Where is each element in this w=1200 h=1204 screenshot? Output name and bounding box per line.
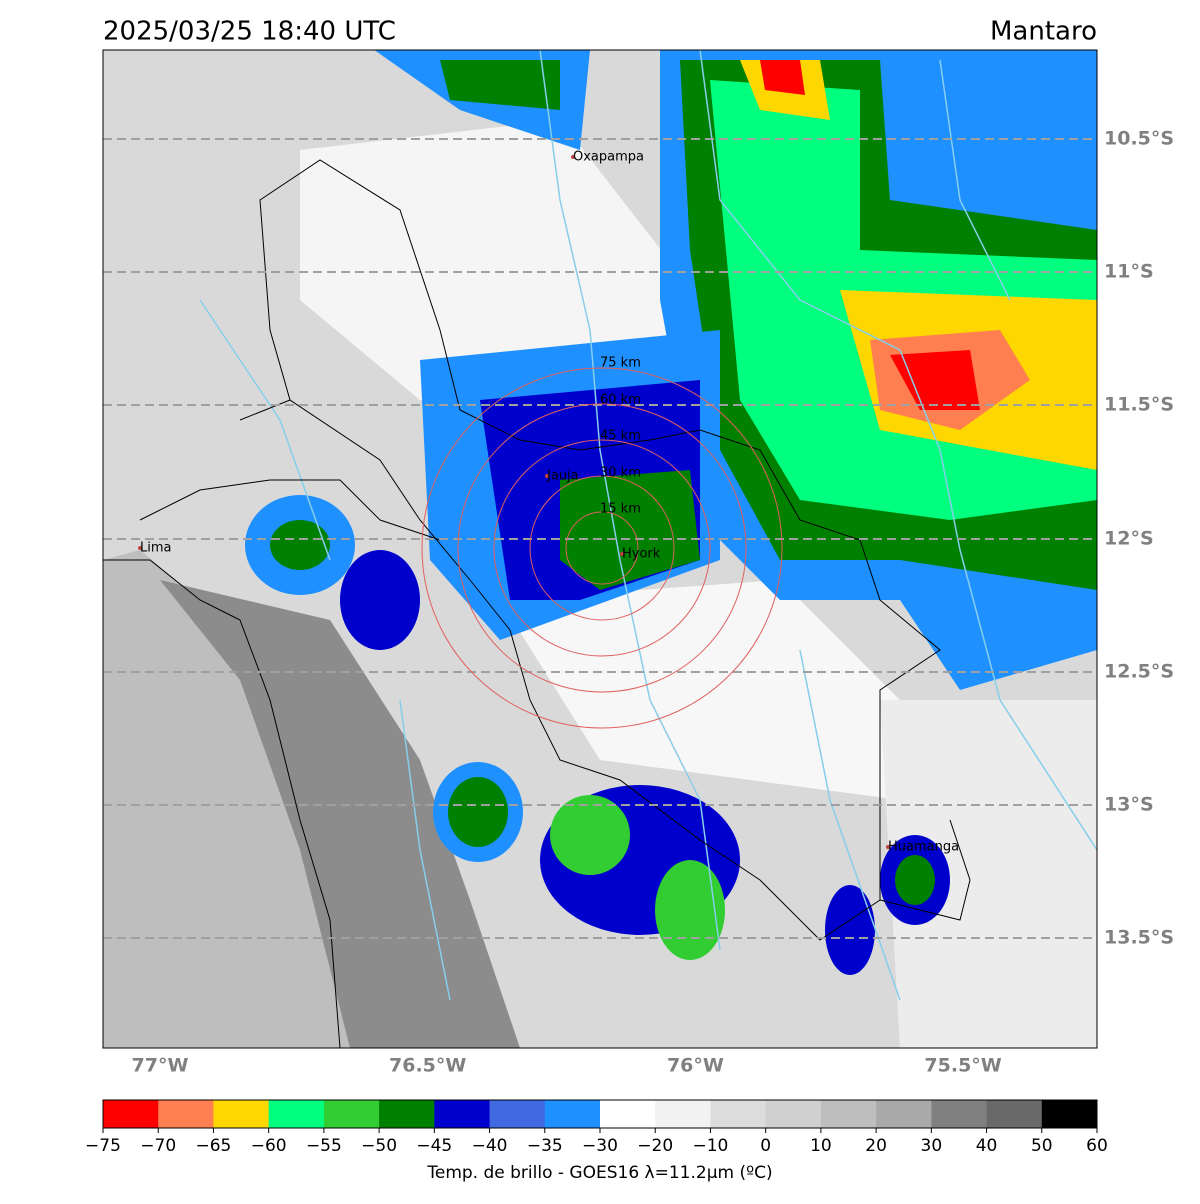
ring-label: 75 km	[600, 356, 641, 371]
colorbar-segment	[213, 1100, 270, 1128]
satellite-image	[103, 50, 1097, 1048]
lat-label: 12°S	[1104, 528, 1154, 550]
ring-label: 45 km	[600, 429, 641, 444]
colorbar-segment	[765, 1100, 822, 1128]
colorbar-segment	[876, 1100, 932, 1128]
colorbar-segment	[544, 1100, 601, 1128]
lat-label: 10.5°S	[1104, 128, 1174, 150]
colorbar-segment	[820, 1100, 877, 1128]
colorbar-tick-label: −10	[692, 1136, 728, 1156]
map-frame	[102, 49, 1098, 1049]
lat-label: 11.5°S	[1104, 394, 1174, 416]
colorbar-tick-label: −70	[140, 1136, 176, 1156]
lon-label: 76.5°W	[389, 1055, 466, 1077]
colorbar-tick-label: −35	[527, 1136, 563, 1156]
colorbar-tick-label: −40	[472, 1136, 508, 1156]
city-label: Oxapampa	[573, 150, 644, 165]
colorbar-segment	[158, 1100, 214, 1128]
colorbar-segment	[434, 1100, 491, 1128]
colorbar-tick-label: −65	[195, 1136, 231, 1156]
colorbar-segment	[1041, 1100, 1098, 1128]
colorbar-segment	[931, 1100, 988, 1128]
colorbar-tick-label: −50	[361, 1136, 397, 1156]
colorbar-segment	[103, 1100, 159, 1128]
city-dot	[886, 845, 890, 849]
colorbar-tick-label: −20	[637, 1136, 673, 1156]
colorbar-tick-label: −75	[85, 1136, 121, 1156]
colorbar-segment	[710, 1100, 767, 1128]
lat-label: 11°S	[1104, 261, 1154, 283]
colorbar-tick-label: −30	[582, 1136, 618, 1156]
region: Mantaro	[990, 17, 1097, 47]
ring-label: 15 km	[600, 502, 641, 517]
city-dot	[620, 552, 624, 556]
city-dot	[571, 155, 575, 159]
lat-label: 13.5°S	[1104, 927, 1174, 949]
colorbar-tick-label: 30	[921, 1136, 943, 1156]
colorbar-tick-label: 50	[1031, 1136, 1053, 1156]
lon-label: 76°W	[667, 1055, 724, 1077]
colorbar-tick-label: −55	[306, 1136, 342, 1156]
ring-label: 30 km	[600, 466, 641, 481]
graticule	[103, 138, 1097, 939]
lon-label: 75.5°W	[924, 1055, 1001, 1077]
city-label: Huamanga	[888, 840, 959, 855]
colorbar-tick-label: 20	[865, 1136, 887, 1156]
colorbar-tick-label: 60	[1086, 1136, 1108, 1156]
city-label: Hyork	[622, 547, 661, 562]
city-dot	[138, 546, 142, 550]
colorbar-segment	[379, 1100, 435, 1128]
colorbar-segment	[986, 1100, 1043, 1128]
lat-label: 12.5°S	[1104, 661, 1174, 683]
colorbar-tick-label: −45	[416, 1136, 452, 1156]
colorbar-tick-label: 10	[810, 1136, 832, 1156]
colorbar-tick-label: 40	[976, 1136, 998, 1156]
colorbar-segment	[655, 1100, 711, 1128]
colorbar-tick-label: −60	[251, 1136, 287, 1156]
colorbar-tick-label: 0	[760, 1136, 771, 1156]
range-rings	[421, 367, 783, 729]
colorbar-label: Temp. de brillo - GOES16 λ=11.2μm (ºC)	[426, 1163, 772, 1183]
ring-label: 60 km	[600, 393, 641, 408]
lat-label: 13°S	[1104, 794, 1154, 816]
lon-label: 77°W	[132, 1055, 189, 1077]
colorbar-segment	[489, 1100, 546, 1128]
title: 2025/03/25 18:40 UTC	[103, 17, 396, 47]
city-label: Jauja	[546, 469, 579, 484]
colorbar-segment	[268, 1100, 325, 1128]
colorbar-segment	[323, 1100, 380, 1128]
colorbar-segment	[600, 1100, 656, 1128]
city-label: Lima	[140, 541, 171, 556]
city-dot	[545, 474, 549, 478]
